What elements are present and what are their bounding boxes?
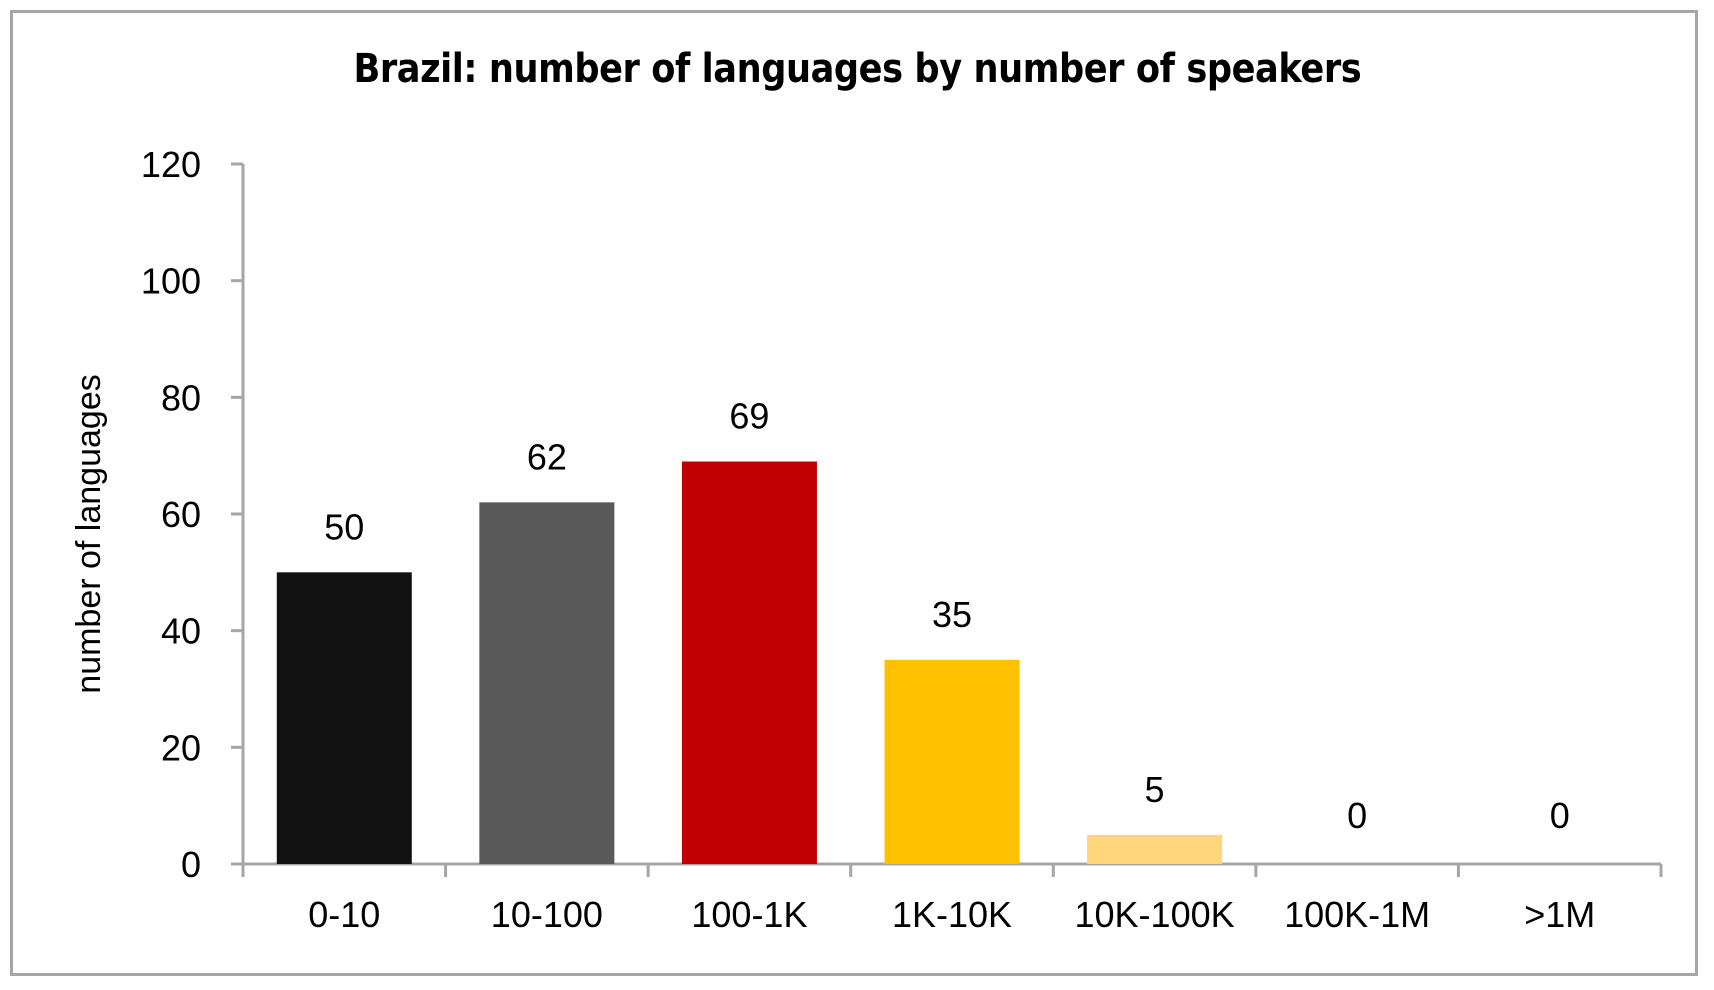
data-label: 0 — [1347, 795, 1367, 836]
y-axis: 0 20 40 60 80 100 120 — [141, 144, 245, 885]
x-axis: 0-10 10-100 100-1K 1K-10K 10K-100K 100K-1M >1M — [241, 862, 1663, 935]
y-tick-label: 60 — [161, 494, 201, 535]
x-tick-label: 0-10 — [308, 894, 380, 935]
chart-title: Brazil: number of languages by number of… — [353, 46, 1362, 92]
x-tick-label: 1K-10K — [892, 894, 1012, 935]
data-label: 5 — [1145, 769, 1165, 810]
bars — [276, 461, 1223, 864]
data-label: 35 — [932, 594, 972, 635]
data-label: 69 — [729, 396, 769, 437]
data-label: 50 — [324, 506, 364, 547]
y-tick-label: 120 — [141, 144, 201, 185]
y-axis-title: number of languages — [70, 374, 108, 693]
data-label: 62 — [527, 436, 567, 477]
bar-0-10 — [276, 572, 412, 864]
x-tick-label: 10-100 — [491, 894, 603, 935]
x-tick-label: 100-1K — [691, 894, 807, 935]
bar-10K-100K — [1087, 834, 1223, 864]
x-tick-label: >1M — [1524, 894, 1595, 935]
data-label: 0 — [1550, 795, 1570, 836]
x-tick-label: 10K-100K — [1075, 894, 1235, 935]
y-tick-label: 0 — [181, 844, 201, 885]
y-tick-label: 100 — [141, 261, 201, 302]
y-tick-label: 80 — [161, 377, 201, 418]
y-tick-label: 20 — [161, 727, 201, 768]
bar-10-100 — [479, 502, 615, 864]
y-tick-label: 40 — [161, 611, 201, 652]
x-tick-label: 100K-1M — [1284, 894, 1430, 935]
bar-100-1K — [681, 461, 817, 864]
bar-1K-10K — [884, 659, 1020, 864]
